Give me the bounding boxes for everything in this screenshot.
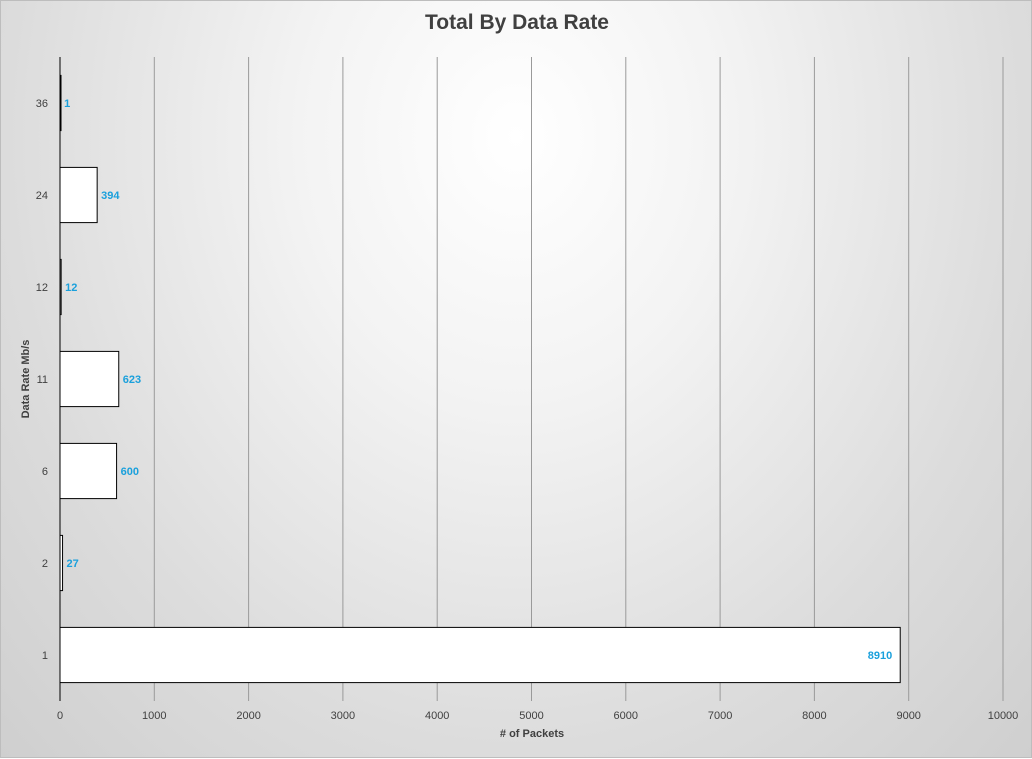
x-tick-label: 4000 — [425, 710, 449, 722]
data-label: 12 — [65, 282, 77, 294]
x-tick-label: 6000 — [614, 710, 638, 722]
data-label: 1 — [64, 98, 70, 110]
x-tick-label: 5000 — [519, 710, 543, 722]
y-tick-label: 12 — [36, 282, 48, 294]
x-tick-label: 9000 — [896, 710, 920, 722]
data-label: 8910 — [868, 650, 892, 662]
data-label: 600 — [121, 466, 139, 478]
x-tick-label: 10000 — [988, 710, 1019, 722]
bar — [59, 350, 120, 408]
chart-title: Total By Data Rate — [425, 11, 609, 34]
bar — [59, 626, 901, 684]
x-tick-label: 1000 — [142, 710, 166, 722]
y-tick-label: 1 — [42, 650, 48, 662]
bar — [59, 442, 118, 500]
data-label: 394 — [101, 190, 120, 202]
x-tick-label: 8000 — [802, 710, 826, 722]
x-tick-label: 0 — [57, 710, 63, 722]
data-label: 623 — [123, 374, 141, 386]
y-tick-label: 2 — [42, 558, 48, 570]
x-axis-title: # of Packets — [499, 728, 565, 740]
x-tick-label: 7000 — [708, 710, 732, 722]
x-tick-label: 3000 — [331, 710, 355, 722]
data-label: 27 — [67, 558, 79, 570]
y-tick-label: 11 — [37, 374, 48, 386]
y-tick-label: 36 — [36, 98, 48, 110]
y-tick-label: 6 — [42, 466, 48, 478]
bar — [59, 166, 98, 224]
y-tick-label: 24 — [36, 190, 48, 202]
x-tick-label: 2000 — [236, 710, 260, 722]
